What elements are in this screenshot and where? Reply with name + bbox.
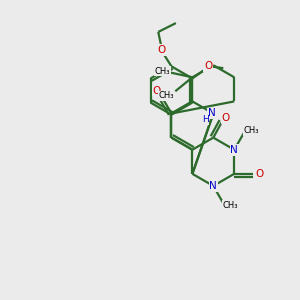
Text: O: O — [157, 45, 165, 55]
Text: O: O — [255, 169, 263, 179]
Text: N: N — [209, 181, 217, 191]
Text: CH₃: CH₃ — [243, 126, 259, 135]
Text: CH₃: CH₃ — [159, 91, 174, 100]
Text: H: H — [202, 116, 208, 124]
Text: O: O — [221, 113, 230, 124]
Text: N: N — [230, 145, 238, 155]
Text: O: O — [153, 85, 161, 95]
Text: O: O — [204, 61, 212, 71]
Text: CH₃: CH₃ — [222, 201, 238, 210]
Text: N: N — [208, 109, 216, 118]
Text: CH₃: CH₃ — [155, 67, 170, 76]
